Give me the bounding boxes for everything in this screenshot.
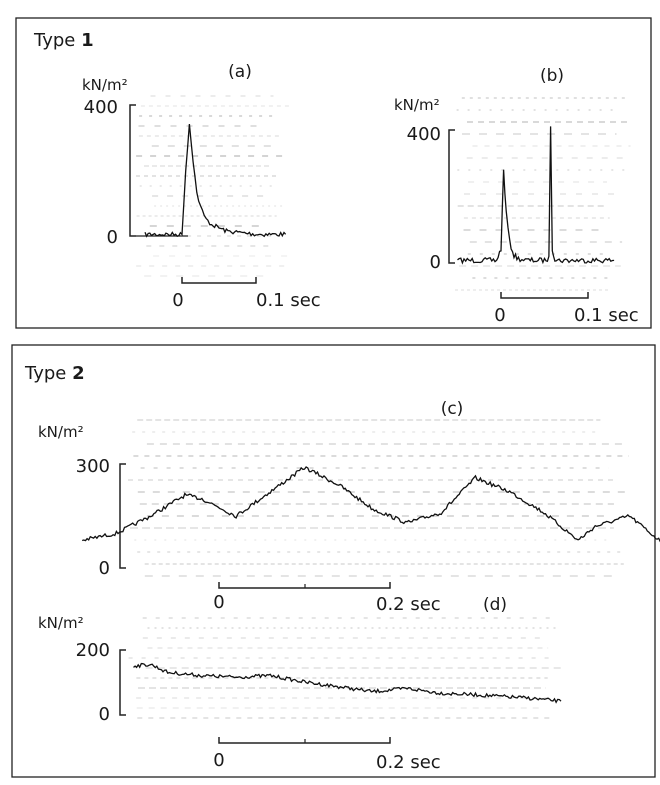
chart-b-time-end: 0.1 sec: [574, 305, 639, 326]
chart-b-y-axis: [449, 130, 455, 263]
chart-a-y-axis: [130, 105, 136, 236]
chart-b-ytick-zero: 0: [430, 252, 441, 273]
panel-type2-title: Type 2: [24, 363, 85, 384]
chart-d-y-axis: [120, 650, 126, 715]
panel-type1-title: Type 1: [33, 30, 94, 51]
chart-b-time-bar: [501, 292, 588, 298]
chart-b-ytick-top: 400: [407, 124, 441, 145]
chart-a-time-start: 0: [172, 290, 183, 311]
chart-a-ytick-top: 400: [84, 97, 118, 118]
chart-c-ylabel: kN/m²: [38, 423, 84, 441]
background-noise: [128, 96, 631, 718]
chart-a-label: (a): [228, 62, 252, 82]
chart-a-time-end: 0.1 sec: [256, 290, 321, 311]
chart-b-ylabel: kN/m²: [394, 96, 440, 114]
chart-a-time-bar: [182, 277, 256, 283]
chart-b-time-start: 0: [494, 305, 505, 326]
chart-a-ylabel: kN/m²: [82, 76, 128, 94]
chart-a-series: [145, 124, 286, 236]
chart-b-label: (b): [540, 66, 564, 86]
chart-b: (b) kN/m² 400 0 0 0.1 sec: [394, 66, 639, 326]
chart-d-ytick-zero: 0: [99, 704, 110, 725]
chart-d-ylabel: kN/m²: [38, 614, 84, 632]
chart-c-y-axis: [120, 464, 126, 568]
chart-c-time-start: 0: [213, 592, 224, 613]
chart-d: (d) kN/m² 200 0 0 0.2 sec: [38, 595, 561, 773]
chart-d-label: (d): [483, 595, 507, 615]
chart-c-series: [82, 467, 660, 544]
chart-d-time-start: 0: [213, 750, 224, 771]
chart-c-ytick-top: 300: [76, 456, 110, 477]
chart-d-series: [134, 664, 562, 703]
chart-a: (a) kN/m² 400 0 0 0.1 sec: [82, 62, 321, 311]
chart-c-ytick-zero: 0: [99, 558, 110, 579]
chart-c-time-end: 0.2 sec: [376, 594, 441, 615]
chart-a-ytick-zero: 0: [107, 227, 118, 248]
chart-d-time-end: 0.2 sec: [376, 752, 441, 773]
chart-c: (c) kN/m² 300 0 0 0.2 sec: [38, 399, 660, 615]
chart-d-ytick-top: 200: [76, 640, 110, 661]
panel-type1-frame: [16, 18, 651, 328]
chart-c-label: (c): [441, 399, 464, 419]
